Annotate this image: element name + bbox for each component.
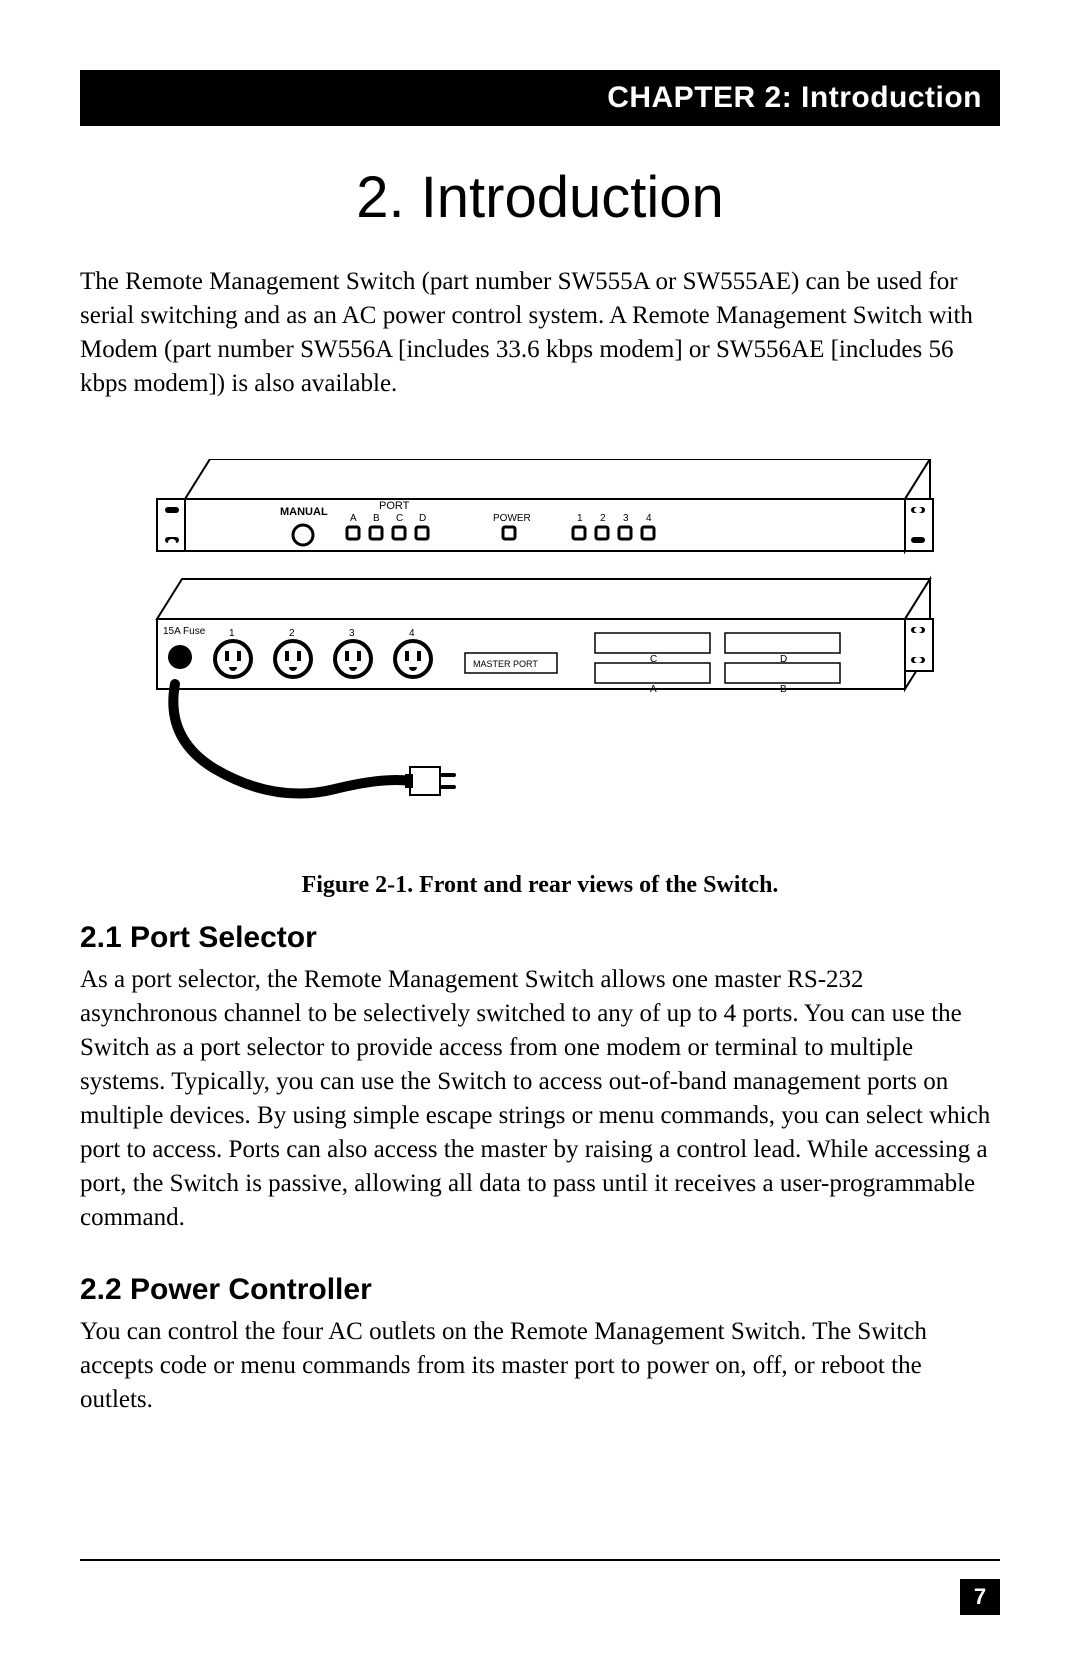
section-body-port-selector: As a port selector, the Remote Managemen… <box>80 963 1000 1235</box>
page-number: 7 <box>960 1579 1000 1615</box>
rear-fuse-label: 15A Fuse <box>163 626 206 637</box>
front-port-c: C <box>396 513 403 524</box>
svg-text:1: 1 <box>229 628 235 639</box>
section-heading-power-controller: 2.2 Power Controller <box>80 1273 1000 1307</box>
figure-caption: Figure 2-1. Front and rear views of the … <box>80 872 1000 899</box>
chapter-bar-text: CHAPTER 2: Introduction <box>607 81 982 115</box>
rear-view: 15A Fuse 1 2 3 <box>157 579 933 795</box>
front-port-d: D <box>419 513 426 524</box>
front-power-label: POWER <box>493 513 531 524</box>
section-heading-port-selector: 2.1 Port Selector <box>80 921 1000 955</box>
front-num-2: 2 <box>600 513 606 524</box>
rear-port-a: A <box>650 684 657 695</box>
figure-2-1: MANUAL PORT A B C D POWER 1 2 3 4 <box>80 459 1000 899</box>
front-view: MANUAL PORT A B C D POWER 1 2 3 4 <box>157 459 933 551</box>
footer-rule <box>80 1559 1000 1561</box>
rear-port-b: B <box>780 684 787 695</box>
front-port-label: PORT <box>379 500 410 512</box>
rear-master-port-label: MASTER PORT <box>473 659 538 669</box>
page-title: 2. Introduction <box>80 164 1000 231</box>
front-num-1: 1 <box>577 513 583 524</box>
svg-text:3: 3 <box>349 628 355 639</box>
svg-text:4: 4 <box>409 628 415 639</box>
svg-text:2: 2 <box>289 628 295 639</box>
intro-paragraph: The Remote Management Switch (part numbe… <box>80 265 1000 401</box>
front-port-a: A <box>350 513 357 524</box>
front-num-3: 3 <box>623 513 629 524</box>
section-body-power-controller: You can control the four AC outlets on t… <box>80 1315 1000 1417</box>
front-port-b: B <box>373 513 380 524</box>
switch-diagram: MANUAL PORT A B C D POWER 1 2 3 4 <box>125 459 955 854</box>
front-num-4: 4 <box>646 513 652 524</box>
front-manual-label: MANUAL <box>280 506 328 518</box>
power-plug-icon <box>405 767 456 795</box>
chapter-bar: CHAPTER 2: Introduction <box>80 70 1000 126</box>
